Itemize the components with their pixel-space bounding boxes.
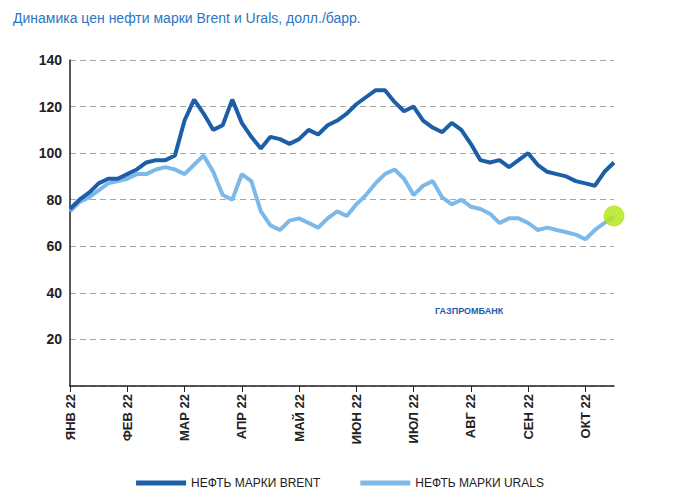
svg-text:ИЮЛ 22: ИЮЛ 22 (406, 394, 421, 443)
svg-text:НЕФТЬ МАРКИ BRENT: НЕФТЬ МАРКИ BRENT (191, 476, 321, 490)
svg-text:120: 120 (39, 99, 63, 115)
svg-text:АПР 22: АПР 22 (234, 394, 249, 439)
svg-text:ИЮН 22: ИЮН 22 (349, 394, 364, 444)
svg-text:НЕФТЬ МАРКИ URALS: НЕФТЬ МАРКИ URALS (415, 476, 544, 490)
svg-text:40: 40 (46, 285, 62, 301)
svg-text:60: 60 (46, 238, 62, 254)
svg-text:МАР 22: МАР 22 (177, 394, 192, 441)
svg-text:ГАЗПРОМБАНК: ГАЗПРОМБАНК (435, 306, 504, 316)
svg-text:ОКТ 22: ОКТ 22 (578, 394, 593, 438)
svg-text:ФЕВ 22: ФЕВ 22 (120, 394, 135, 441)
svg-text:ЯНВ 22: ЯНВ 22 (63, 394, 78, 440)
svg-text:Динамика цен нефти марки Brent: Динамика цен нефти марки Brent и Urals, … (13, 10, 361, 26)
svg-text:СЕН 22: СЕН 22 (521, 394, 536, 440)
svg-text:140: 140 (39, 52, 63, 68)
svg-text:100: 100 (39, 145, 63, 161)
svg-text:20: 20 (46, 331, 62, 347)
svg-text:АВГ 22: АВГ 22 (463, 394, 478, 438)
svg-text:МАЙ 22: МАЙ 22 (292, 394, 307, 442)
svg-text:80: 80 (46, 192, 62, 208)
